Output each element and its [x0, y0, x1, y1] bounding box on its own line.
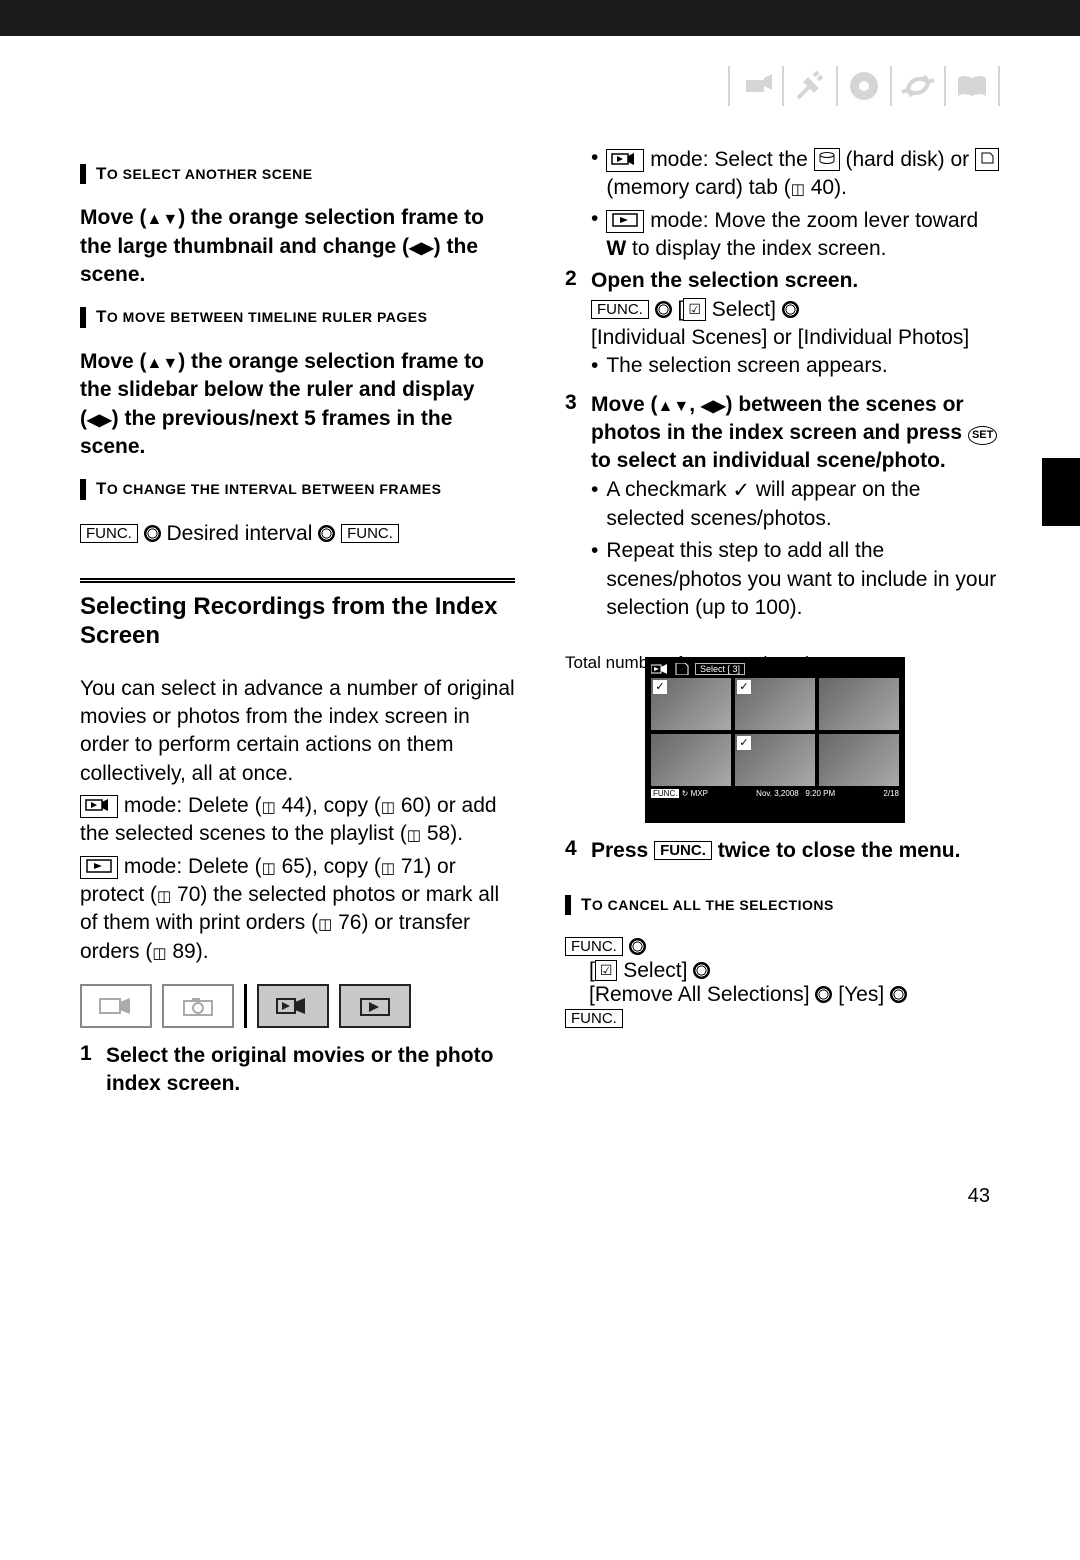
joystick-icon [318, 525, 335, 542]
plug-icon [790, 66, 830, 106]
set-button-icon: SET [968, 426, 997, 445]
func-button: FUNC. [341, 524, 399, 543]
thumbnail [651, 678, 731, 730]
movie-play-icon [651, 663, 669, 675]
joystick-icon [890, 986, 907, 1003]
page-number: 43 [0, 1145, 1080, 1238]
joystick-icon [815, 986, 832, 1003]
joystick-icon [782, 301, 799, 318]
photo-play-mode-icon [80, 856, 118, 879]
photo-record-mode [162, 984, 234, 1028]
left-column: TO SELECT ANOTHER SCENE Move () the oran… [80, 146, 515, 1105]
memory-card-icon [975, 148, 999, 171]
burst-icon [736, 66, 776, 106]
right-column: mode: Select the (hard disk) or (memory … [565, 146, 1000, 1105]
joystick-icon [144, 525, 161, 542]
section-divider [80, 578, 515, 583]
joystick-icon [629, 938, 646, 955]
movie-play-mode-icon [80, 795, 118, 818]
sync-icon [898, 66, 938, 106]
section-title: Selecting Recordings from the Index Scre… [80, 593, 515, 651]
step-1: 1 Select the original movies or the phot… [80, 1042, 515, 1099]
step-3: 3 Move (, ) between the scenes or photos… [565, 391, 1000, 627]
func-button: FUNC. [591, 300, 649, 319]
interval-sequence: FUNC. Desired interval FUNC. [80, 520, 515, 548]
photo-mode-line: mode: Delete (◫ 65), copy (◫ 71) or prot… [80, 853, 515, 966]
thumbnail [735, 734, 815, 786]
top-black-bar [0, 0, 1080, 36]
step1-bullet-movie: mode: Select the (hard disk) or (memory … [591, 146, 1000, 203]
thumbnail [819, 734, 899, 786]
screen-status-bar: FUNC. ↻ MXP Nov. 3,2008 9:20 PM 2/18 [651, 789, 899, 798]
page-edge-tab [1042, 458, 1080, 526]
intro-paragraph: You can select in advance a number of or… [80, 675, 515, 788]
step1-bullet-photo: mode: Move the zoom lever toward W to di… [591, 207, 1000, 264]
thumbnail [819, 678, 899, 730]
movie-play-mode [257, 984, 329, 1028]
func-button: FUNC. [565, 1009, 623, 1028]
heading-cancel-selections: TO CANCEL ALL THE SELECTIONS [565, 895, 1000, 915]
checkbox-icon: ☑ [595, 960, 618, 981]
movie-record-mode [80, 984, 152, 1028]
joystick-icon [655, 301, 672, 318]
camera-screen: Select [ 3] FUNC. ↻ MXP Nov. [645, 657, 905, 823]
move-scene-instruction: Move () the orange selection frame to th… [80, 204, 515, 289]
heading-select-scene: TO SELECT ANOTHER SCENE [80, 164, 515, 184]
func-button: FUNC. [654, 841, 712, 860]
mode-icons-row [80, 984, 515, 1028]
func-button: FUNC. [565, 937, 623, 956]
screenshot-area: Total number of scenes selected Selected… [565, 657, 1000, 823]
disc-icon [844, 66, 884, 106]
cancel-sequence: FUNC. [☑ Select] [Remove All Selections]… [565, 935, 1000, 1031]
hard-disk-icon [814, 148, 840, 171]
checkbox-icon: ☑ [683, 298, 706, 321]
step-4: 4 Press FUNC. twice to close the menu. [565, 837, 1000, 865]
heading-timeline-pages: TO MOVE BETWEEN TIMELINE RULER PAGES [80, 307, 515, 327]
header-icon-row [80, 56, 1000, 146]
joystick-icon [693, 962, 710, 979]
thumbnail-grid [651, 678, 899, 786]
thumbnail [735, 678, 815, 730]
memory-card-icon [675, 663, 689, 675]
movie-mode-line: mode: Delete (◫ 44), copy (◫ 60) or add … [80, 792, 515, 849]
photo-play-mode [339, 984, 411, 1028]
screen-select-counter: Select [ 3] [695, 663, 745, 675]
step-2: 2 Open the selection screen. FUNC. [☑ Se… [565, 267, 1000, 384]
movie-play-mode-icon [606, 149, 644, 172]
photo-play-mode-icon [606, 210, 644, 233]
func-button: FUNC. [80, 524, 138, 543]
thumbnail [651, 734, 731, 786]
move-slidebar-instruction: Move () the orange selection frame to th… [80, 348, 515, 461]
book-icon [952, 66, 992, 106]
heading-change-interval: TO CHANGE THE INTERVAL BETWEEN FRAMES [80, 479, 515, 499]
page-content: TO SELECT ANOTHER SCENE Move () the oran… [0, 36, 1080, 1145]
